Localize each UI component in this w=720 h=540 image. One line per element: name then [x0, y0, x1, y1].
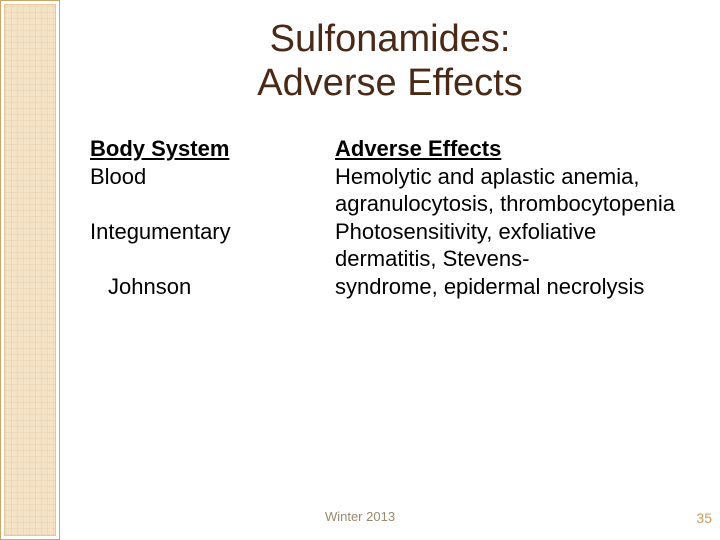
title-line-1: Sulfonamides: [60, 18, 720, 62]
slide-title: Sulfonamides: Adverse Effects [60, 18, 720, 105]
side-stripe [0, 0, 60, 540]
content-table: Body System Adverse Effects Blood Hemoly… [90, 135, 700, 300]
table-row: Johnson syndrome, epidermal necrolysis [90, 273, 700, 301]
table-row: Blood Hemolytic and aplastic anemia, agr… [90, 163, 700, 218]
cell-right: Photosensitivity, exfoliative dermatitis… [335, 218, 700, 273]
title-line-2: Adverse Effects [60, 62, 720, 106]
footer-date: Winter 2013 [0, 509, 720, 524]
stripe-inner-fill [4, 4, 56, 536]
table-row: Integumentary Photosensitivity, exfoliat… [90, 218, 700, 273]
cell-left: Blood [90, 163, 335, 218]
cell-left: Integumentary [90, 218, 335, 273]
header-left: Body System [90, 136, 229, 161]
header-right: Adverse Effects [335, 136, 501, 161]
slide-number: 35 [696, 510, 712, 526]
cell-right: Hemolytic and aplastic anemia, agranuloc… [335, 163, 700, 218]
cell-left-indent: Johnson [90, 273, 335, 301]
cell-right: syndrome, epidermal necrolysis [335, 273, 700, 301]
table-header-row: Body System Adverse Effects [90, 135, 700, 163]
